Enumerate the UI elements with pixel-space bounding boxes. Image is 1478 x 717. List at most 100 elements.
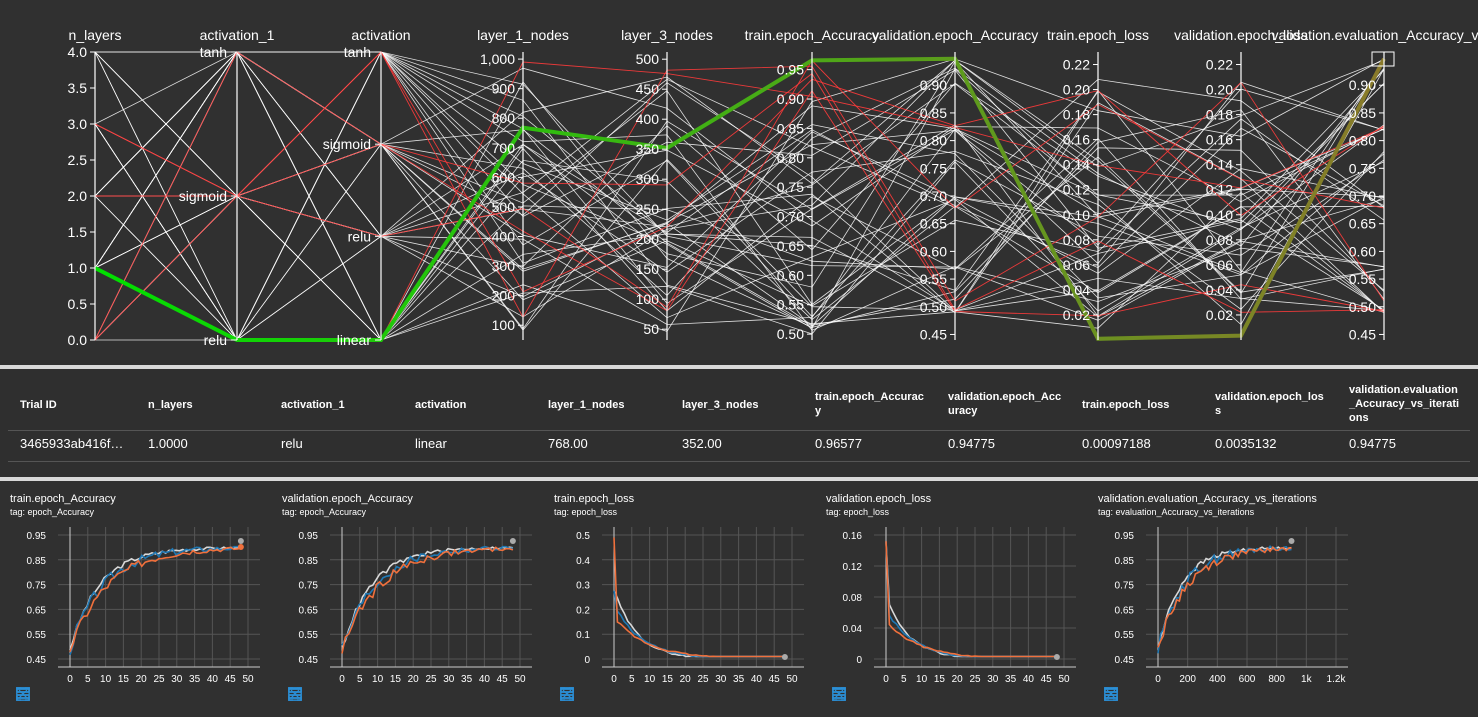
axis-tick-label: tanh	[200, 44, 227, 60]
axis-layer_3_nodes[interactable]: layer_3_nodes 50 100 150 200 250 300 350 400 450 5…	[621, 27, 713, 340]
series-line-blue[interactable]	[341, 545, 513, 646]
column-header[interactable]: validation.evaluation _Accuracy_vs_itera…	[1349, 384, 1460, 424]
trial-line-top[interactable]	[94, 89, 1385, 317]
highlighted-trial-line[interactable]	[94, 56, 1386, 342]
fit-domain-icon[interactable]	[832, 687, 894, 701]
axis-train_acc[interactable]: train.epoch_Accuracy 0.50 0.55 0.60 0.65 0.70…	[745, 27, 880, 342]
series-line-orange[interactable]	[341, 546, 514, 654]
series-line-orange[interactable]	[69, 546, 242, 653]
series-line-blue[interactable]	[885, 541, 1057, 658]
trial-line[interactable]	[94, 51, 1385, 341]
axis-train_loss[interactable]: train.epoch_loss 0.02 0.04 0.06 0.08 0.10 0.12…	[1047, 27, 1149, 340]
trial-line[interactable]	[94, 51, 1385, 341]
x-tick-label: 15	[118, 674, 130, 685]
column-header[interactable]: Trial ID	[20, 399, 57, 411]
column-header[interactable]: train.epoch_loss	[1082, 399, 1170, 411]
trial-line-top[interactable]	[94, 51, 1385, 293]
column-header[interactable]: layer_1_nodes	[548, 399, 625, 411]
y-tick-label: 0.5	[576, 531, 590, 542]
trial-line[interactable]	[95, 78, 1385, 341]
x-tick-label: 1.2k	[1327, 674, 1347, 685]
fit-domain-icon[interactable]	[288, 687, 350, 701]
x-tick-label: 50	[514, 674, 526, 685]
trial-line[interactable]	[94, 51, 1385, 341]
axis-tick-label: 0.04	[1206, 282, 1233, 298]
axis-brush-handle[interactable]	[1371, 51, 1395, 67]
trial-line[interactable]	[94, 51, 1385, 341]
chart-plot[interactable]: 0 5 10 15 20 25 30 35 40 45 50 0 0.1 0.2 0.3 0.4 0.5	[544, 481, 814, 686]
trial-line-top[interactable]	[94, 59, 1385, 341]
axis-val_eval_acc[interactable]: validation.evaluation_Accuracy_vs_i 0.45 0…	[1272, 27, 1478, 342]
x-tick-label: 200	[1179, 674, 1196, 685]
y-tick-label: 0.45	[299, 655, 319, 666]
trial-line[interactable]	[94, 67, 1385, 341]
trial-line[interactable]	[94, 51, 1385, 341]
chart-tag: tag: epoch_loss	[554, 507, 618, 517]
parallel-coordinates-view[interactable]: n_layers 0.0 0.5 1.0 1.5 2.0 2.5 3.0 3.5 4.0 activ…	[0, 0, 1478, 365]
series-line-white[interactable]	[613, 590, 785, 658]
chart-plot[interactable]: 0 5 10 15 20 25 30 35 40 45 50 0.45 0.55 0.65 0.75 0.85…	[272, 481, 542, 686]
series-line-orange[interactable]	[885, 541, 1057, 658]
x-tick-label: 35	[461, 674, 473, 685]
column-header[interactable]: activation_1	[281, 399, 345, 411]
trial-line[interactable]	[94, 88, 1385, 341]
trial-line[interactable]	[94, 51, 1385, 341]
metric-chart[interactable]: validation.epoch_loss tag: epoch_loss 0 5 10…	[816, 481, 1086, 717]
x-tick-label: 20	[680, 674, 692, 685]
trial-line[interactable]	[94, 51, 1385, 329]
table-row-divider	[8, 461, 1470, 462]
metric-chart[interactable]: train.epoch_Accuracy tag: epoch_Accuracy 0…	[0, 481, 270, 717]
trial-line[interactable]	[94, 51, 1385, 249]
series-line-orange[interactable]	[613, 537, 785, 658]
trial-line-top[interactable]	[94, 51, 1385, 341]
trial-line[interactable]	[94, 51, 1385, 341]
metric-chart[interactable]: validation.epoch_Accuracy tag: epoch_Accu…	[272, 481, 542, 717]
axis-layer_1_nodes[interactable]: layer_1_nodes 100 200 300 400 500 600 700 800 900…	[477, 27, 569, 340]
trial-line[interactable]	[94, 51, 1385, 299]
column-header[interactable]: layer_3_nodes	[682, 399, 759, 411]
list-icon[interactable]	[833, 687, 870, 701]
axis-tick-label: 800	[492, 110, 516, 126]
chart-plot[interactable]: 0 5 10 15 20 25 30 35 40 45 50 0.45 0.55 0.65 0.75 0.85…	[0, 481, 270, 686]
trial-line[interactable]	[94, 51, 1385, 331]
axis-val_acc[interactable]: validation.epoch_Accuracy 0.45 0.50 0.55 0.6…	[872, 27, 1039, 342]
list-icon[interactable]	[1105, 687, 1142, 701]
fit-domain-icon[interactable]	[560, 687, 622, 701]
column-header[interactable]: validation.epoch_Acc uracy	[948, 391, 1062, 417]
list-icon[interactable]	[561, 687, 598, 701]
trial-line[interactable]	[94, 51, 1385, 310]
column-header[interactable]: validation.epoch_los s	[1215, 391, 1324, 417]
parallel-coordinates-chart[interactable]: n_layers 0.0 0.5 1.0 1.5 2.0 2.5 3.0 3.5 4.0 activ…	[0, 0, 1478, 365]
trial-line[interactable]	[95, 127, 1385, 341]
chart-plot[interactable]: 0 5 10 15 20 25 30 35 40 45 50 0 0.04 0.08 0.12 0.16	[816, 481, 1086, 686]
x-tick-label: 15	[662, 674, 674, 685]
column-header[interactable]: activation	[415, 399, 467, 411]
metric-chart[interactable]: validation.evaluation_Accuracy_vs_iterat…	[1088, 481, 1358, 717]
column-header[interactable]: train.epoch_Accurac y	[815, 391, 924, 417]
chart-plot[interactable]: 0 200 400 600 800 1k 1.2k 0.45 0.55 0.65 0.75 0.85 0…	[1088, 481, 1358, 686]
axis-val_loss[interactable]: validation.epoch_loss 0.02 0.04 0.06 0.08 0.1…	[1174, 27, 1308, 340]
trial-line[interactable]	[94, 51, 1385, 341]
trial-line[interactable]	[95, 59, 1385, 237]
axis-n_layers[interactable]: n_layers 0.0 0.5 1.0 1.5 2.0 2.5 3.0 3.5 4.0	[68, 27, 122, 348]
x-tick-label: 45	[225, 674, 237, 685]
table-cell: 1.0000	[148, 436, 188, 451]
trial-line[interactable]	[94, 51, 1385, 341]
axis-tick-label: 0.55	[1349, 271, 1376, 287]
series-line-orange[interactable]	[1157, 546, 1292, 648]
list-icon[interactable]	[17, 687, 54, 701]
trial-line[interactable]	[94, 51, 1385, 341]
fit-domain-icon[interactable]	[16, 687, 78, 701]
list-icon[interactable]	[289, 687, 326, 701]
metric-chart[interactable]: train.epoch_loss tag: epoch_loss 0 5 10 15 20 2…	[544, 481, 814, 717]
fit-domain-icon[interactable]	[1104, 687, 1166, 701]
series-line-blue[interactable]	[69, 545, 241, 656]
axis-tick-label: 1.5	[68, 224, 88, 240]
trial-line[interactable]	[94, 51, 1385, 341]
column-header[interactable]: n_layers	[148, 399, 193, 411]
trial-lines[interactable]	[94, 51, 1385, 341]
series-line-blue[interactable]	[613, 590, 785, 658]
series-line-white[interactable]	[69, 546, 242, 651]
